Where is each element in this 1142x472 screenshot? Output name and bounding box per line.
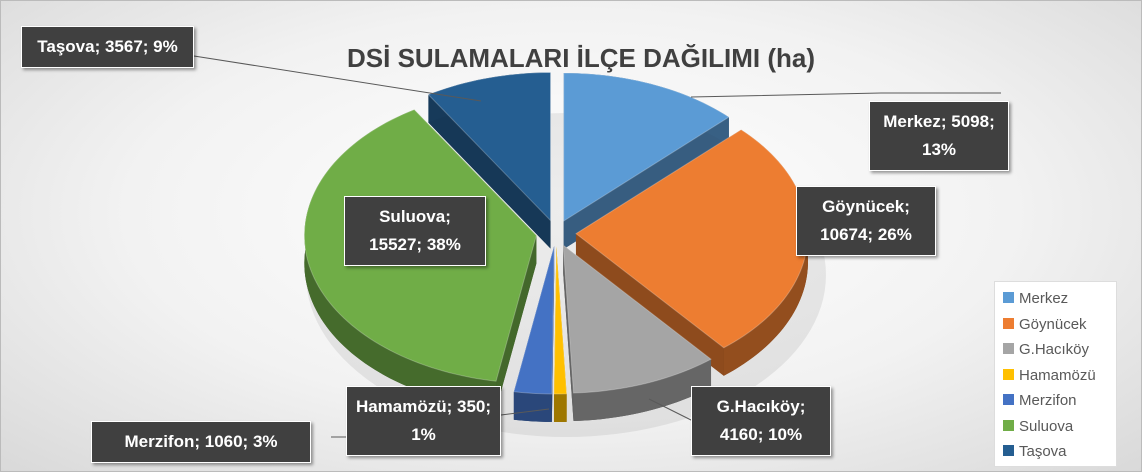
- slice-side: [513, 391, 552, 422]
- legend-label: G.Hacıköy: [1019, 341, 1090, 358]
- data-label: Hamamözü; 350; 1%: [346, 386, 501, 456]
- legend: Merkez Göynücek G.Hacıköy Hamamözü Merzifon S…: [994, 281, 1117, 467]
- slice-edge: [496, 235, 537, 410]
- legend-swatch: [1003, 394, 1014, 405]
- legend-label: Göynücek: [1019, 315, 1087, 333]
- data-label: Suluova; 15527; 38%: [344, 196, 486, 266]
- slice-side: [304, 109, 497, 410]
- data-label: Göynücek; 10674; 26%: [796, 186, 936, 256]
- legend-swatch: [1003, 343, 1014, 354]
- legend-item: Göynücek: [1003, 312, 1108, 338]
- slice-side: [554, 393, 567, 422]
- legend-label: Taşova: [1019, 443, 1067, 460]
- leader-line: [500, 408, 550, 416]
- slice: [427, 71, 552, 222]
- slice-edge: [563, 245, 574, 421]
- slice: [553, 245, 568, 395]
- legend-label: Merkez: [1019, 290, 1069, 307]
- legend-label: Suluova: [1019, 417, 1074, 435]
- chart-title: DSİ SULAMALARI İLÇE DAĞILIMI (ha): [347, 43, 815, 73]
- data-label: Merzifon; 1060; 3%: [91, 421, 311, 463]
- slice-side: [573, 359, 712, 421]
- slice-edge: [428, 94, 551, 249]
- legend-swatch: [1003, 292, 1014, 303]
- legend-swatch: [1003, 368, 1014, 380]
- slice: [562, 244, 712, 394]
- legend-item: Taşova: [1003, 439, 1108, 465]
- leader-line: [648, 398, 694, 422]
- legend-item: Merzifon: [1003, 388, 1108, 414]
- data-label: Merkez; 5098; 13%: [869, 101, 1009, 171]
- legend-swatch: [1003, 419, 1014, 431]
- slice: [563, 72, 730, 222]
- data-label: Taşova; 3567; 9%: [21, 26, 194, 68]
- slice: [513, 245, 555, 395]
- legend-swatch: [1003, 317, 1014, 329]
- slice-edge: [575, 233, 724, 376]
- legend-item: Merkez: [1003, 286, 1108, 312]
- legend-swatch: [1003, 445, 1014, 456]
- legend-item: G.Hacıköy: [1003, 337, 1108, 363]
- data-label: G.Hacıköy; 4160; 10%: [691, 386, 831, 456]
- legend-label: Hamamözü: [1019, 366, 1096, 384]
- legend-label: Merzifon: [1019, 392, 1077, 409]
- leader-line: [193, 55, 482, 102]
- leader-line: [690, 92, 1001, 98]
- legend-item: Suluova: [1003, 414, 1108, 440]
- slice-edge: [551, 245, 555, 422]
- legend-item: Hamamözü: [1003, 363, 1108, 389]
